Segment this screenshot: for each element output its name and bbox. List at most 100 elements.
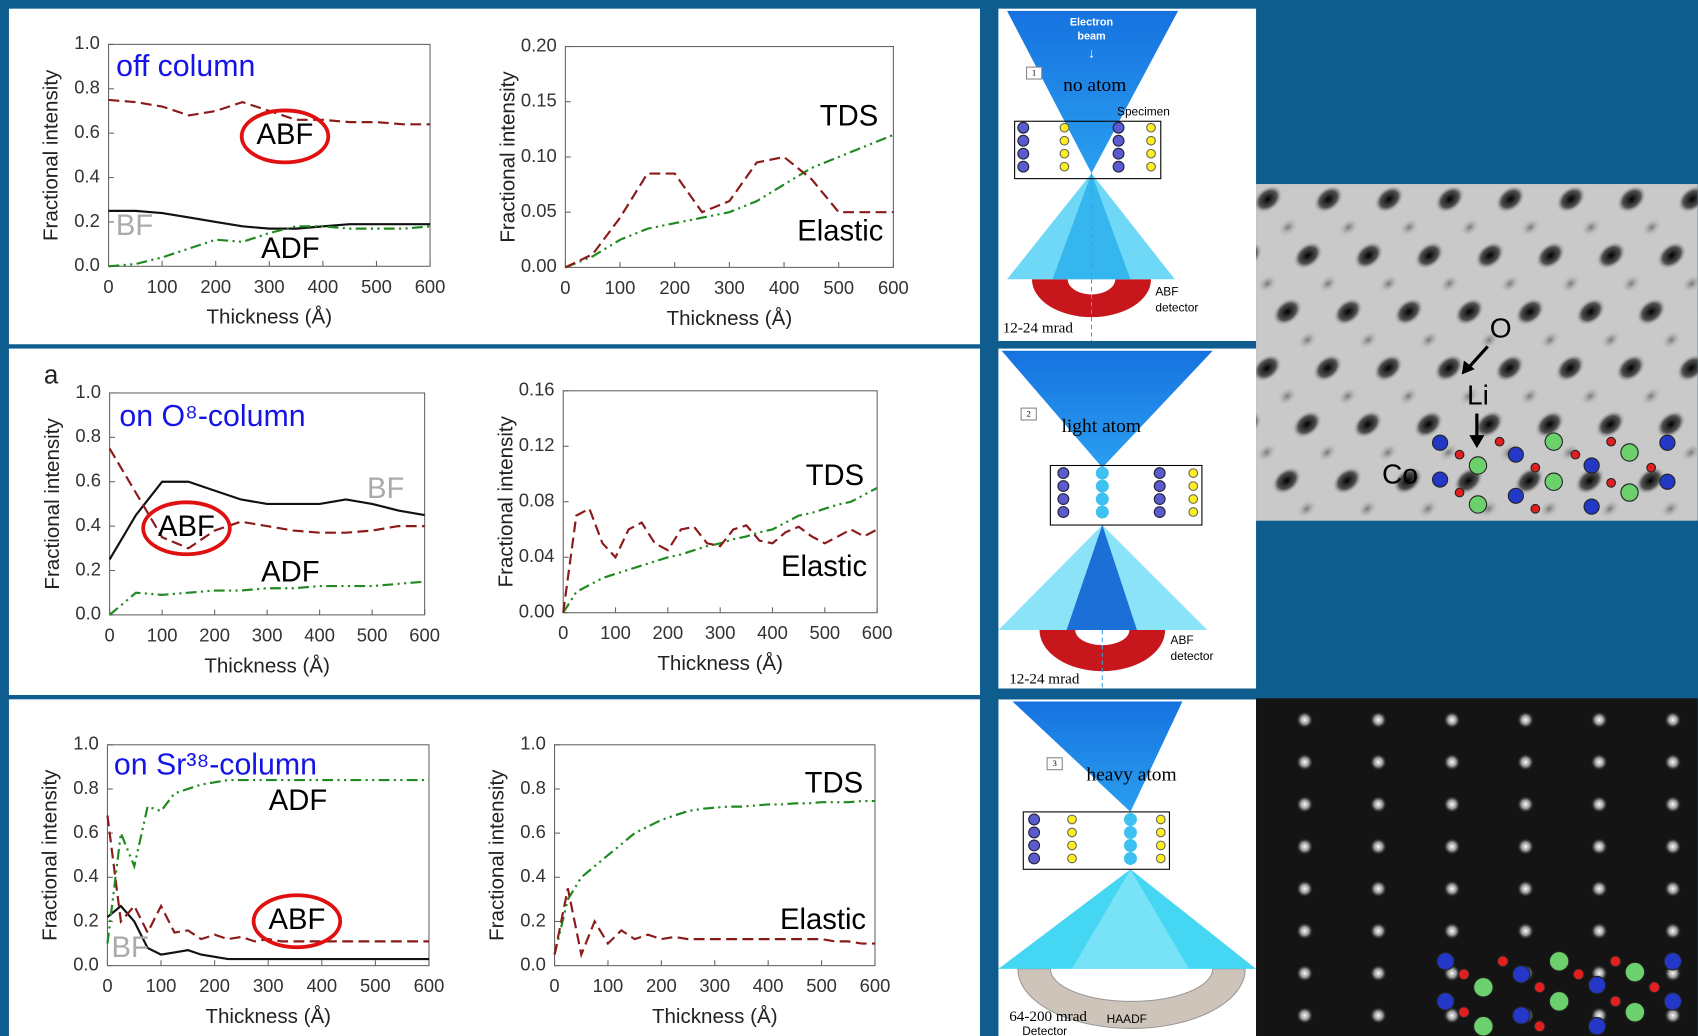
y-axis-title: Fractional intensity: [39, 769, 62, 941]
y-tick-label: 0.04: [519, 545, 555, 566]
series-label: BF: [112, 932, 149, 964]
x-axis-title: Thickness (Å): [667, 307, 793, 330]
y-tick-label: 0.00: [521, 255, 557, 276]
diagram: Electron beam ↓ 1 no atom Specimen ABF d…: [998, 8, 1257, 342]
y-tick-label: 0.2: [74, 210, 100, 231]
detector-label: detector: [1155, 301, 1198, 315]
x-tick-label: 400: [304, 624, 335, 645]
x-tick-label: 300: [252, 624, 283, 645]
series-line: [108, 209, 431, 230]
y-tick-label: 0.12: [519, 434, 555, 455]
y-tick-label: 0.6: [75, 470, 101, 491]
diagram: 2 light atom ABF detector 12-24 mrad: [998, 348, 1257, 689]
y-tick-label: 0.6: [74, 121, 100, 142]
annotation: off column: [116, 50, 255, 83]
series-line: [108, 447, 425, 550]
x-tick-label: 200: [659, 277, 690, 298]
x-tick-label: 300: [714, 277, 745, 298]
y-tick-label: 0.2: [73, 909, 99, 930]
y-tick-label: 1.0: [520, 733, 546, 754]
y-tick-label: 0.2: [75, 558, 101, 579]
x-tick-label: 500: [360, 975, 391, 996]
diagram: 3 heavy atom 64-200 mrad HAADF Detector: [998, 699, 1257, 1036]
series-label: ABF: [268, 904, 325, 936]
beam-label: Electron: [1070, 17, 1113, 29]
detector-label: ABF: [1171, 633, 1194, 647]
y-tick-label: 0.20: [521, 34, 557, 55]
y-axis-title: Fractional intensity: [494, 415, 517, 587]
atom-label: Li: [1467, 380, 1489, 411]
y-tick-label: 1.0: [75, 381, 101, 402]
y-tick-label: 0.8: [75, 425, 101, 446]
x-tick-label: 0: [558, 622, 568, 643]
x-tick-label: 500: [806, 975, 837, 996]
x-tick-label: 100: [147, 624, 178, 645]
diagram-number: 3: [1053, 758, 1057, 768]
angle-label: 12-24 mrad: [1003, 320, 1074, 337]
y-tick-label: 0.4: [75, 514, 101, 535]
series-label: BF: [367, 473, 404, 505]
series-label: Elastic: [781, 551, 867, 583]
x-tick-label: 400: [306, 975, 337, 996]
series-line: [108, 580, 425, 616]
x-tick-label: 100: [593, 975, 624, 996]
series-label: ADF: [269, 785, 327, 817]
x-tick-label: 0: [102, 975, 112, 996]
x-axis-title: Thickness (Å): [652, 1005, 778, 1028]
series-line: [564, 133, 894, 269]
arrow-icon: ↓: [1088, 46, 1095, 61]
y-tick-label: 0.6: [73, 821, 99, 842]
detector-label: HAADF: [1107, 1012, 1147, 1026]
x-tick-label: 600: [414, 975, 445, 996]
specimen-label: Specimen: [1117, 105, 1170, 119]
y-tick-label: 0.0: [75, 603, 101, 624]
detector-label: Detector: [1022, 1024, 1067, 1036]
annotation: on O⁸-column: [119, 400, 305, 433]
x-tick-label: 300: [699, 975, 730, 996]
y-tick-label: 0.8: [520, 777, 546, 798]
micrograph: [1256, 698, 1698, 1036]
y-tick-label: 0.8: [74, 77, 100, 98]
chart: 0.00 0.05 0.10 0.15 0.20 0 100 200 300 400 500 600 F…: [497, 34, 909, 329]
series-label: TDS: [805, 768, 863, 800]
x-tick-label: 600: [409, 624, 440, 645]
x-tick-label: 100: [146, 975, 177, 996]
detector-label: ABF: [1155, 284, 1178, 298]
diagram-title: no atom: [1063, 75, 1126, 96]
y-tick-label: 1.0: [74, 32, 100, 53]
x-tick-label: 100: [600, 622, 631, 643]
series-line: [106, 904, 429, 961]
chart: 0.0 0.2 0.4 0.6 0.8 1.0 0 100 200 300 400 500 600 Fra…: [486, 733, 891, 1028]
y-tick-label: 0.6: [520, 821, 546, 842]
series-line: [562, 486, 878, 614]
series-label: TDS: [806, 460, 864, 492]
series-label: ABF: [257, 119, 314, 151]
series-line: [562, 507, 878, 613]
series-label: ADF: [261, 556, 319, 588]
series-line: [553, 800, 875, 955]
y-tick-label: 0.4: [73, 865, 99, 886]
angle-label: 12-24 mrad: [1009, 670, 1080, 687]
y-tick-label: 0.15: [521, 90, 557, 111]
y-tick-label: 0.0: [520, 953, 546, 974]
chart: 0.00 0.04 0.08 0.12 0.16 0 100 200 300 400 500 600 F…: [494, 379, 892, 675]
highlight-circle: [251, 893, 343, 950]
charts: 0.0 0.2 0.4 0.6 0.8 1.0 0 100 200 300 400 500 600 Fra…: [39, 32, 909, 1028]
micrograph: O Li Co: [1256, 184, 1698, 521]
atom-label: O: [1490, 313, 1512, 344]
y-axis-title: Fractional intensity: [41, 418, 64, 590]
chart: 0.0 0.2 0.4 0.6 0.8 1.0 0 100 200 300 400 500 600 Fra…: [39, 733, 445, 1028]
x-tick-label: 200: [199, 624, 230, 645]
annotation: on Sr³⁸-column: [114, 748, 317, 781]
x-tick-label: 600: [415, 276, 446, 297]
y-axis-title: Fractional intensity: [40, 69, 63, 241]
series-label: Elastic: [797, 215, 883, 247]
series-line: [108, 480, 425, 561]
x-tick-label: 300: [253, 975, 284, 996]
x-tick-label: 600: [860, 975, 891, 996]
beam-label: beam: [1077, 31, 1105, 43]
x-tick-label: 0: [560, 277, 570, 298]
series-line: [553, 888, 875, 959]
series-label: Elastic: [780, 904, 866, 936]
